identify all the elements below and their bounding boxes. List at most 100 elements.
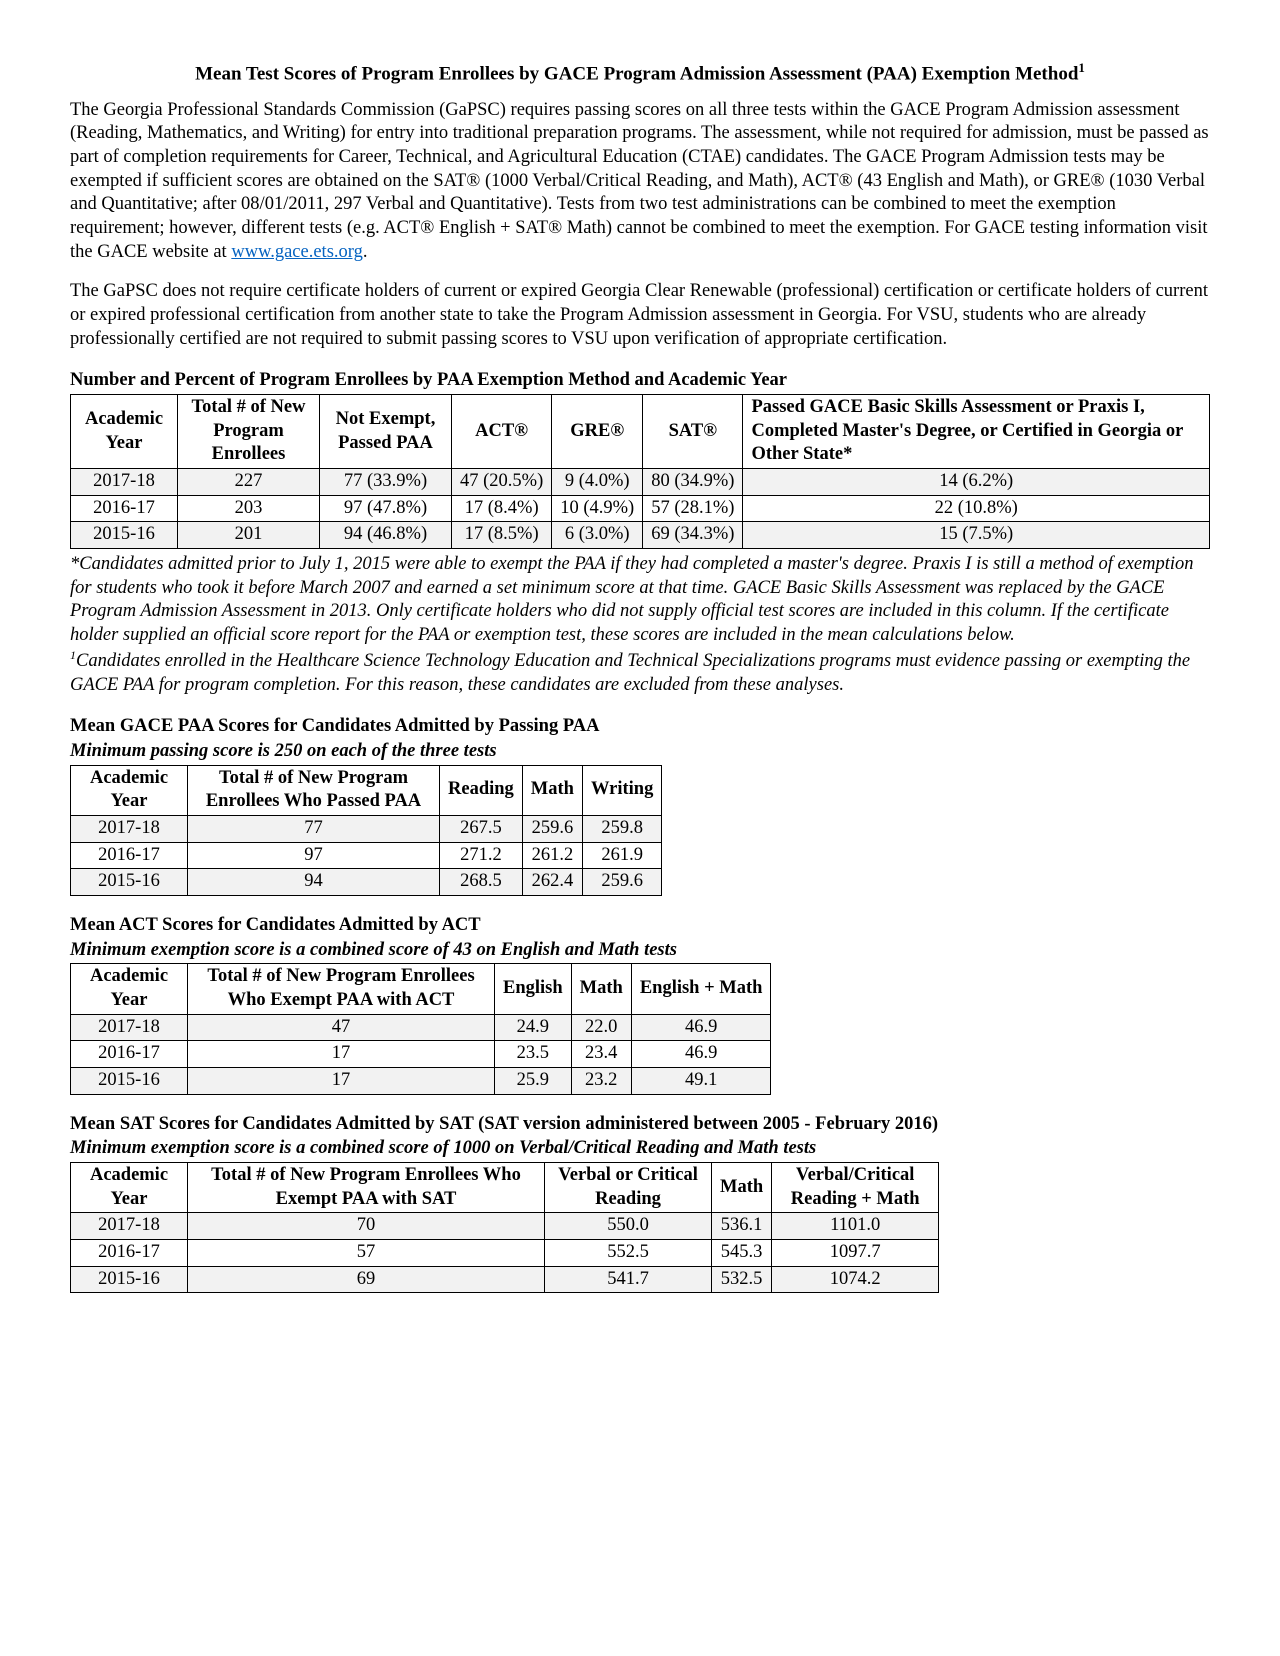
cell: 268.5 — [440, 869, 523, 896]
cell: 70 — [188, 1213, 545, 1240]
cell: 80 (34.9%) — [643, 469, 743, 496]
cell: 545.3 — [712, 1240, 772, 1267]
cell: 2016-17 — [71, 842, 188, 869]
title-text: Mean Test Scores of Program Enrollees by… — [195, 63, 1078, 84]
t3-h0: Academic Year — [71, 964, 188, 1014]
cell: 97 (47.8%) — [320, 495, 452, 522]
gace-link[interactable]: www.gace.ets.org — [231, 242, 363, 262]
cell: 261.9 — [582, 842, 661, 869]
cell: 10 (4.9%) — [552, 495, 643, 522]
cell: 552.5 — [545, 1240, 712, 1267]
cell: 227 — [178, 469, 320, 496]
t3-h2: English — [495, 964, 572, 1014]
cell: 541.7 — [545, 1266, 712, 1293]
cell: 2017-18 — [71, 815, 188, 842]
cell: 94 — [188, 869, 440, 896]
cell: 17 — [188, 1041, 495, 1068]
table-row: 2017-18 77 267.5 259.6 259.8 — [71, 815, 662, 842]
cell: 97 — [188, 842, 440, 869]
cell: 47 (20.5%) — [452, 469, 552, 496]
t1-h0: Academic Year — [71, 395, 178, 469]
cell: 24.9 — [495, 1014, 572, 1041]
cell: 1074.2 — [772, 1266, 939, 1293]
cell: 1097.7 — [772, 1240, 939, 1267]
cell: 46.9 — [631, 1041, 771, 1068]
cell: 17 (8.4%) — [452, 495, 552, 522]
t4-h4: Verbal/Critical Reading + Math — [772, 1163, 939, 1213]
t1-h2: Not Exempt, Passed PAA — [320, 395, 452, 469]
cell: 2016-17 — [71, 1041, 188, 1068]
cell: 532.5 — [712, 1266, 772, 1293]
page-title: Mean Test Scores of Program Enrollees by… — [70, 60, 1210, 87]
cell: 77 — [188, 815, 440, 842]
footnote-star: *Candidates admitted prior to July 1, 20… — [70, 553, 1210, 648]
cell: 262.4 — [522, 869, 582, 896]
table1-heading: Number and Percent of Program Enrollees … — [70, 369, 1210, 393]
t1-h4: GRE® — [552, 395, 643, 469]
t1-h3: ACT® — [452, 395, 552, 469]
table-row: 2015-16 94 268.5 262.4 259.6 — [71, 869, 662, 896]
t2-h4: Writing — [582, 765, 661, 815]
cell: 2017-18 — [71, 469, 178, 496]
cell: 261.2 — [522, 842, 582, 869]
cell: 46.9 — [631, 1014, 771, 1041]
cell: 550.0 — [545, 1213, 712, 1240]
cell: 267.5 — [440, 815, 523, 842]
t4-h2: Verbal or Critical Reading — [545, 1163, 712, 1213]
table3-head-row: Academic Year Total # of New Program Enr… — [71, 964, 771, 1014]
t4-h3: Math — [712, 1163, 772, 1213]
t3-h4: English + Math — [631, 964, 771, 1014]
cell: 2016-17 — [71, 495, 178, 522]
cell: 49.1 — [631, 1067, 771, 1094]
t1-h1: Total # of New Program Enrollees — [178, 395, 320, 469]
table3: Academic Year Total # of New Program Enr… — [70, 963, 771, 1094]
cell: 25.9 — [495, 1067, 572, 1094]
cell: 2017-18 — [71, 1213, 188, 1240]
cell: 536.1 — [712, 1213, 772, 1240]
cell: 259.6 — [582, 869, 661, 896]
table-row: 2016-17 17 23.5 23.4 46.9 — [71, 1041, 771, 1068]
t4-h1: Total # of New Program Enrollees Who Exe… — [188, 1163, 545, 1213]
table2-sub: Minimum passing score is 250 on each of … — [70, 740, 1210, 764]
t3-h3: Math — [571, 964, 631, 1014]
title-sup: 1 — [1078, 60, 1085, 75]
table2-head-row: Academic Year Total # of New Program Enr… — [71, 765, 662, 815]
cell: 47 — [188, 1014, 495, 1041]
cell: 271.2 — [440, 842, 523, 869]
cell: 14 (6.2%) — [743, 469, 1210, 496]
t4-h0: Academic Year — [71, 1163, 188, 1213]
table-row: 2015-16 17 25.9 23.2 49.1 — [71, 1067, 771, 1094]
table-row: 2016-17 203 97 (47.8%) 17 (8.4%) 10 (4.9… — [71, 495, 1210, 522]
table4-head-row: Academic Year Total # of New Program Enr… — [71, 1163, 939, 1213]
cell: 57 (28.1%) — [643, 495, 743, 522]
table4-sub: Minimum exemption score is a combined sc… — [70, 1137, 1210, 1161]
cell: 2015-16 — [71, 1266, 188, 1293]
table4: Academic Year Total # of New Program Enr… — [70, 1162, 939, 1293]
cell: 17 — [188, 1067, 495, 1094]
t1-h5: SAT® — [643, 395, 743, 469]
table3-heading: Mean ACT Scores for Candidates Admitted … — [70, 914, 1210, 938]
para1-b: . — [363, 242, 368, 262]
t2-h2: Reading — [440, 765, 523, 815]
table1-head-row: Academic Year Total # of New Program Enr… — [71, 395, 1210, 469]
cell: 2015-16 — [71, 522, 178, 549]
table-row: 2016-17 57 552.5 545.3 1097.7 — [71, 1240, 939, 1267]
cell: 2015-16 — [71, 1067, 188, 1094]
table-row: 2016-17 97 271.2 261.2 261.9 — [71, 842, 662, 869]
t3-h1: Total # of New Program Enrollees Who Exe… — [188, 964, 495, 1014]
table3-sub: Minimum exemption score is a combined sc… — [70, 939, 1210, 963]
cell: 69 — [188, 1266, 545, 1293]
cell: 22 (10.8%) — [743, 495, 1210, 522]
cell: 2015-16 — [71, 869, 188, 896]
cell: 259.6 — [522, 815, 582, 842]
table2-heading: Mean GACE PAA Scores for Candidates Admi… — [70, 715, 1210, 739]
table-row: 2017-18 47 24.9 22.0 46.9 — [71, 1014, 771, 1041]
table-row: 2017-18 227 77 (33.9%) 47 (20.5%) 9 (4.0… — [71, 469, 1210, 496]
cell: 23.2 — [571, 1067, 631, 1094]
table-row: 2017-18 70 550.0 536.1 1101.0 — [71, 1213, 939, 1240]
intro-para-1: The Georgia Professional Standards Commi… — [70, 99, 1210, 265]
cell: 22.0 — [571, 1014, 631, 1041]
cell: 15 (7.5%) — [743, 522, 1210, 549]
table2: Academic Year Total # of New Program Enr… — [70, 765, 662, 896]
cell: 69 (34.3%) — [643, 522, 743, 549]
